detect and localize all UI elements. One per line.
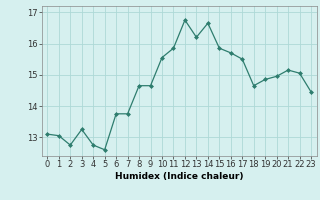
X-axis label: Humidex (Indice chaleur): Humidex (Indice chaleur)	[115, 172, 244, 181]
